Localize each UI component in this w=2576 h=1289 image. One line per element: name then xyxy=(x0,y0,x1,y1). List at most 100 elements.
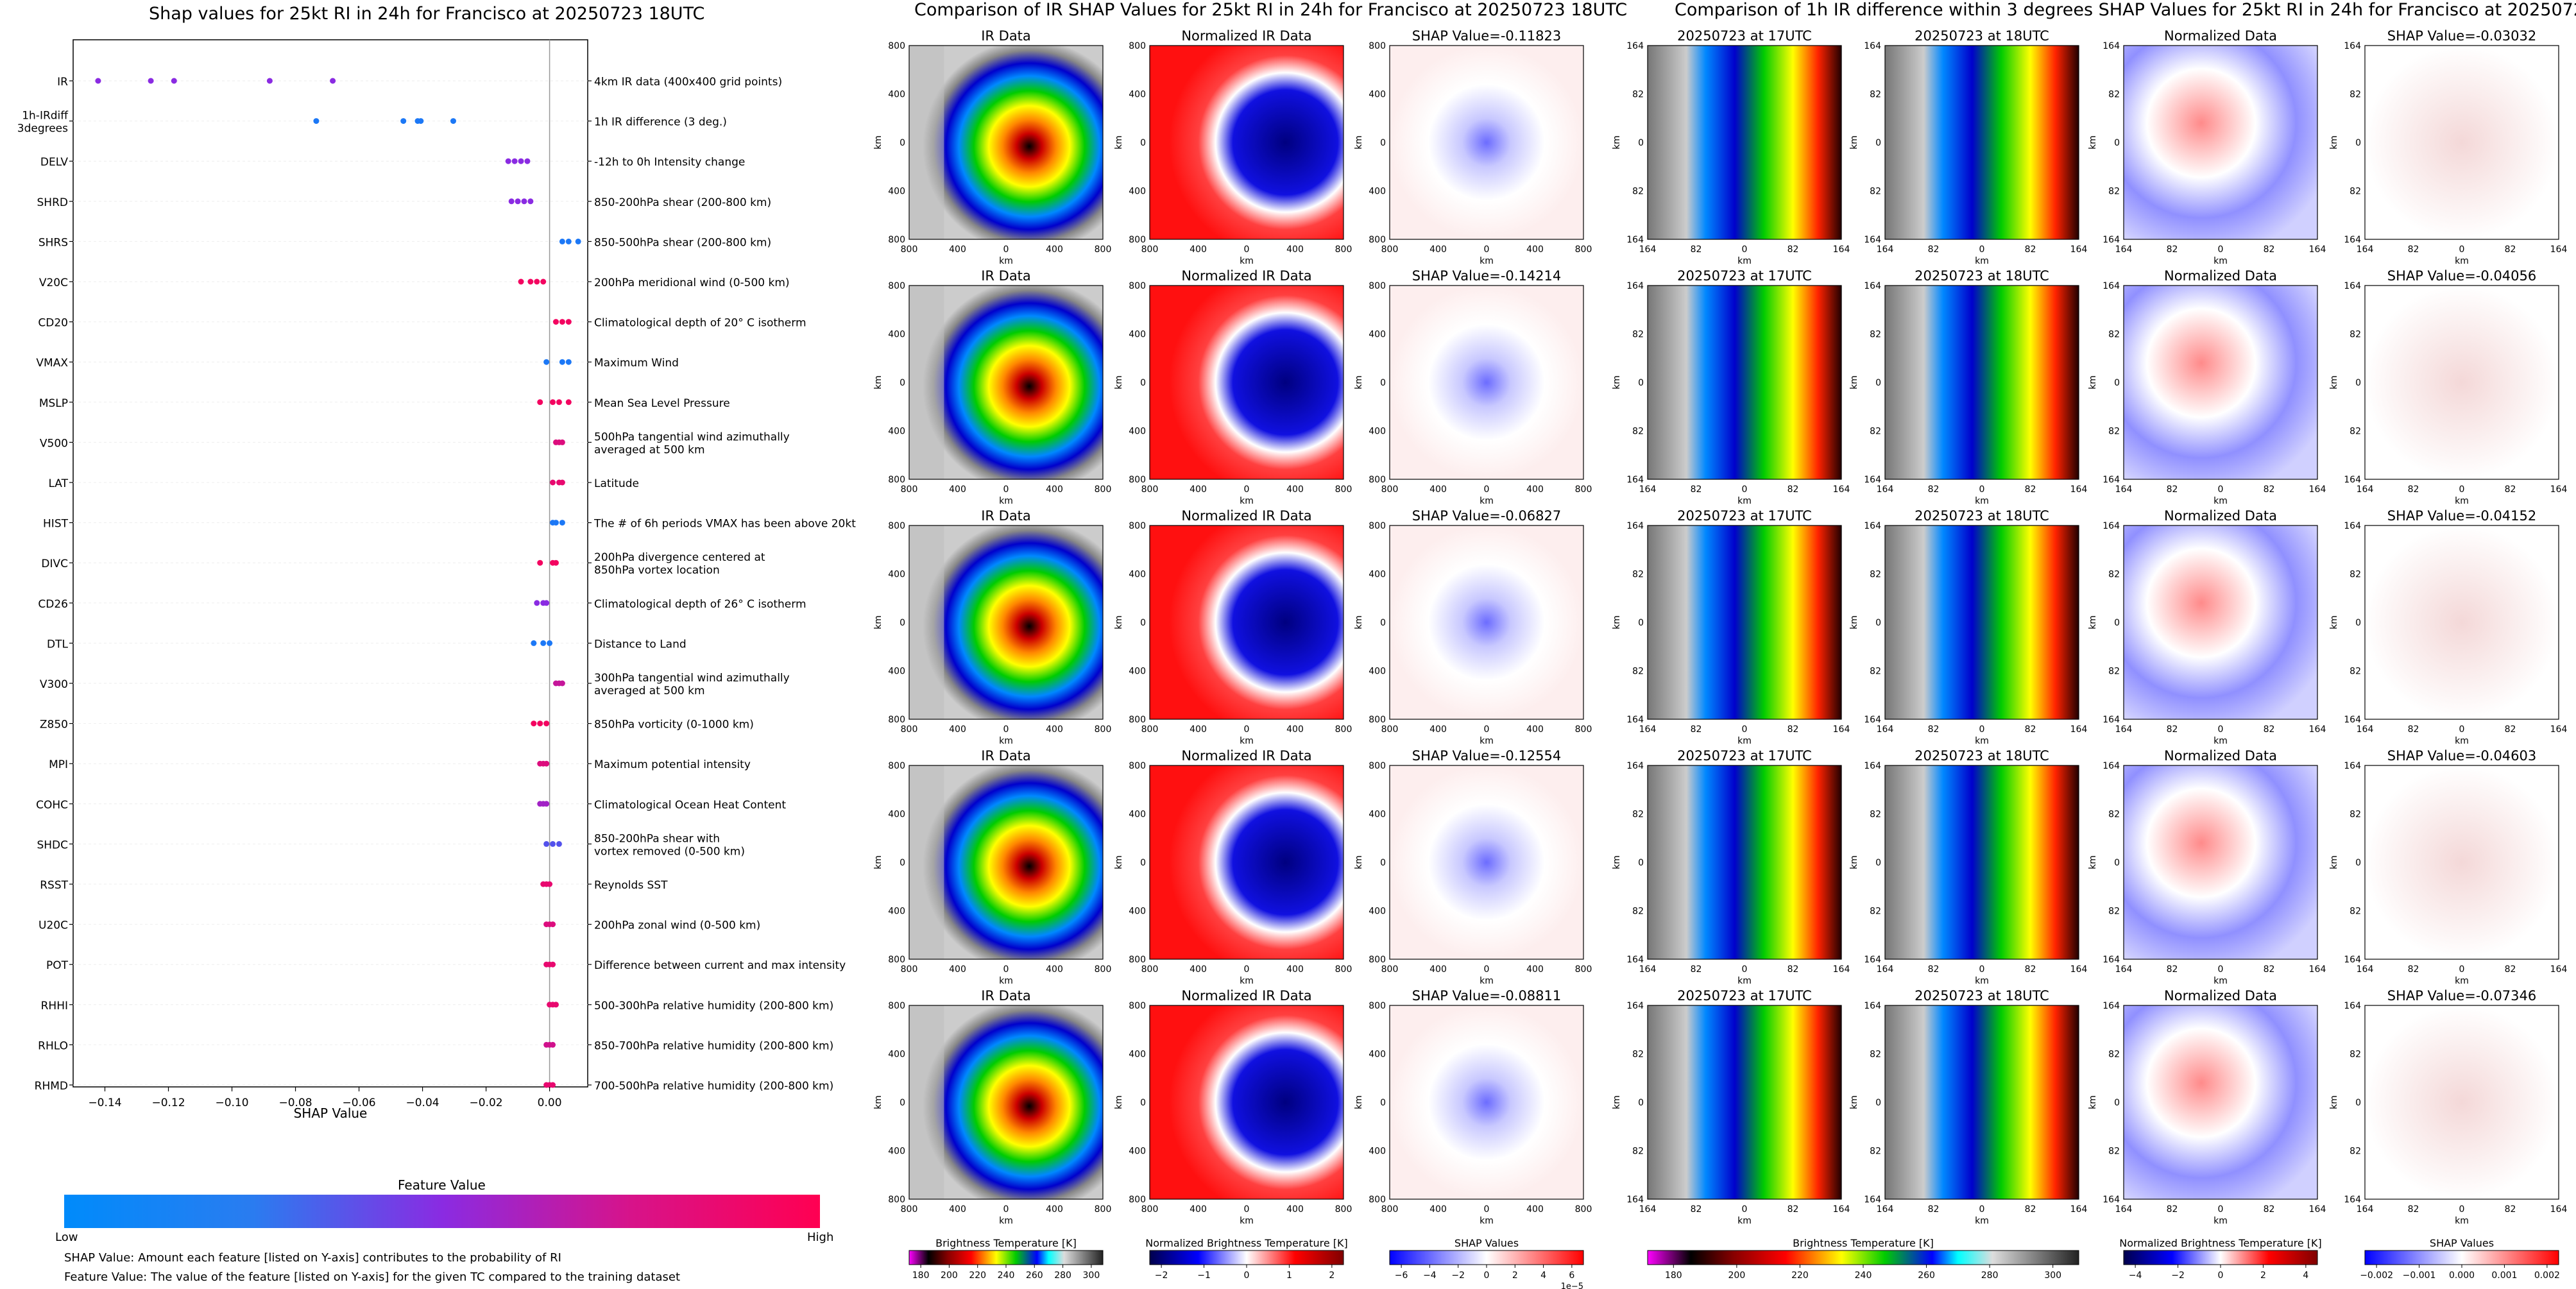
panel-frame xyxy=(1884,285,2079,480)
panel-y-tick: 400 xyxy=(1369,907,1386,917)
panel-y-label: km xyxy=(2329,375,2339,389)
panel-y-tick: 164 xyxy=(2103,715,2120,725)
panel-title: 20250723 at 18UTC xyxy=(1915,508,2049,524)
panel-frame xyxy=(908,1005,1104,1200)
panel-y-label: km xyxy=(1849,855,1859,869)
panel-x-tick: 82 xyxy=(2167,724,2178,735)
panel-frame xyxy=(1884,1005,2079,1200)
panel-x-label: km xyxy=(1737,256,1752,266)
panel-y-tick: 82 xyxy=(2350,187,2361,197)
panel-x-tick: 800 xyxy=(1381,484,1399,495)
shap-point xyxy=(171,78,177,84)
colorbar-tick-label: −4 xyxy=(2129,1270,2142,1281)
shap-point xyxy=(515,198,521,205)
panel-y-tick: 0 xyxy=(1638,138,1644,148)
panel-x-tick: 164 xyxy=(2115,964,2133,975)
panel-x-label: km xyxy=(1480,496,1494,506)
feature-value-note: Feature Value: The value of the feature … xyxy=(64,1270,681,1284)
panel-x-tick: 164 xyxy=(2070,244,2088,255)
shap-point xyxy=(565,238,572,244)
panel-x-tick: 800 xyxy=(1095,244,1112,255)
shap-point xyxy=(534,600,540,606)
panel-y-tick: 164 xyxy=(2103,235,2120,245)
panel-title: SHAP Value=-0.04152 xyxy=(2387,508,2537,524)
panel-y-label: km xyxy=(1114,855,1124,869)
x-tick-label: −0.12 xyxy=(151,1097,185,1109)
feature-label: RSST xyxy=(40,879,68,892)
feature-description: 200hPa meridional wind (0-500 km) xyxy=(594,277,790,289)
shap-point xyxy=(552,1002,559,1008)
panel-title: 20250723 at 18UTC xyxy=(1915,988,2049,1003)
panel-y-label: km xyxy=(2329,615,2339,629)
panel-image xyxy=(909,286,1103,479)
shap-point xyxy=(418,118,424,124)
panel-y-tick: 164 xyxy=(1626,281,1644,291)
panel-y-label: km xyxy=(873,135,883,149)
colorbar-tick-label: 2 xyxy=(1512,1270,1518,1281)
panel-x-tick: 82 xyxy=(2505,484,2516,495)
panel-y-tick: 400 xyxy=(1129,427,1146,437)
feature-label: RHLO xyxy=(38,1039,68,1052)
panel-y-tick: 82 xyxy=(1870,570,1881,580)
panel-y-label: km xyxy=(2088,855,2098,869)
panel-y-tick: 164 xyxy=(1626,1001,1644,1011)
panel-y-tick: 400 xyxy=(1129,330,1146,340)
panel-y-tick: 0 xyxy=(1140,138,1146,148)
panel-y-tick: 400 xyxy=(1369,90,1386,100)
panel-y-label: km xyxy=(1849,1095,1859,1109)
panel-title: SHAP Value=-0.04603 xyxy=(2387,748,2537,764)
shap-point xyxy=(450,118,456,124)
shap-value-note: SHAP Value: Amount each feature [listed … xyxy=(64,1251,561,1265)
panel-y-tick: 82 xyxy=(1870,427,1881,437)
shap-point xyxy=(559,359,565,365)
panel-image xyxy=(2365,1005,2559,1199)
panel-y-label: km xyxy=(1849,135,1859,149)
panel-x-tick: 82 xyxy=(2167,244,2178,255)
panel-x-tick: 0 xyxy=(1003,724,1009,735)
panel-x-tick: 800 xyxy=(1575,244,1592,255)
shap-point xyxy=(559,520,565,526)
panel-y-tick: 800 xyxy=(1129,475,1146,485)
panel-frame xyxy=(2364,45,2559,240)
panel-x-tick: 164 xyxy=(2070,484,2088,495)
panel-x-tick: 82 xyxy=(1787,484,1799,495)
panel-y-tick: 800 xyxy=(1369,521,1386,531)
feature-description: 850hPa vorticity (0-1000 km) xyxy=(594,719,754,731)
panel-frame xyxy=(1149,525,1344,720)
panel-y-tick: 0 xyxy=(1875,138,1881,148)
panel-title: 20250723 at 17UTC xyxy=(1677,28,1812,44)
feature-description: Reynolds SST xyxy=(594,879,668,892)
panel-y-label: km xyxy=(2329,1095,2339,1109)
panel-y-tick: 800 xyxy=(888,41,905,51)
feature-description: 850-700hPa relative humidity (200-800 km… xyxy=(594,1039,833,1052)
panel-y-tick: 800 xyxy=(888,761,905,771)
feature-label: 1h-IRdiff xyxy=(22,110,69,123)
panel-image xyxy=(2124,765,2317,959)
colorbar-tick-label: 0.002 xyxy=(2534,1270,2560,1281)
x-tick-label: −0.10 xyxy=(215,1097,248,1109)
panel-y-tick: 0 xyxy=(1875,378,1881,388)
panel-y-tick: 82 xyxy=(1870,907,1881,917)
panel-image xyxy=(1390,765,1583,959)
panel-x-tick: 400 xyxy=(1046,1204,1063,1215)
panel-y-label: km xyxy=(1612,1095,1622,1109)
panel-x-label: km xyxy=(2213,736,2228,746)
panel-x-tick: 800 xyxy=(1335,1204,1352,1215)
colorbar-tick-label: 280 xyxy=(1054,1270,1071,1281)
panel-image xyxy=(1150,525,1343,719)
panel-x-tick: 800 xyxy=(1095,964,1112,975)
panel-x-tick: 82 xyxy=(2264,724,2275,735)
panel-x-tick: 164 xyxy=(1639,724,1657,735)
panel-frame xyxy=(908,765,1104,960)
panel-y-tick: 0 xyxy=(1380,138,1386,148)
panel-x-tick: 400 xyxy=(1190,244,1207,255)
panel-title: 20250723 at 18UTC xyxy=(1915,268,2049,284)
panel-image xyxy=(1390,286,1583,479)
shap-point xyxy=(550,961,556,968)
panel-title: Normalized IR Data xyxy=(1181,28,1311,44)
colorbar-tick-label: 200 xyxy=(941,1270,958,1281)
panel-x-tick: 82 xyxy=(1787,964,1799,975)
panel-title: Normalized IR Data xyxy=(1181,988,1311,1003)
panel-y-tick: 400 xyxy=(1129,667,1146,677)
diff-brightness-colorbar xyxy=(1647,1250,2079,1265)
